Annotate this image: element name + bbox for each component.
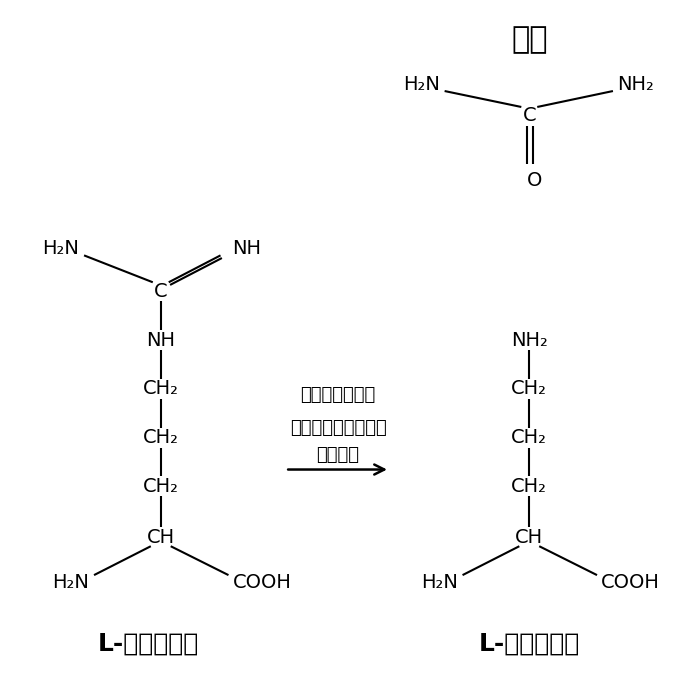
Text: H₂N: H₂N [421, 573, 458, 591]
Text: NH₂: NH₂ [617, 75, 654, 94]
Text: NH₂: NH₂ [511, 330, 548, 349]
Text: CH₂: CH₂ [143, 428, 179, 447]
Text: L-アルギニン: L-アルギニン [98, 632, 200, 656]
Text: L-オルニチン: L-オルニチン [479, 632, 580, 656]
Text: C: C [523, 106, 536, 125]
Text: COOH: COOH [601, 573, 660, 591]
Text: アルギナーゼによる: アルギナーゼによる [290, 419, 387, 437]
Text: H₂N: H₂N [52, 573, 89, 591]
Text: NH: NH [147, 330, 175, 349]
Text: COOH: COOH [232, 573, 291, 591]
Text: H₂N: H₂N [403, 75, 440, 94]
Text: CH₂: CH₂ [511, 477, 547, 496]
Text: CH₂: CH₂ [143, 379, 179, 398]
Text: CH₂: CH₂ [511, 428, 547, 447]
Text: CH₂: CH₂ [143, 477, 179, 496]
Text: NH: NH [232, 239, 262, 258]
Text: 加水分解: 加水分解 [317, 446, 359, 463]
Text: CH: CH [515, 528, 543, 547]
Text: CH₂: CH₂ [511, 379, 547, 398]
Text: C: C [154, 281, 168, 301]
Text: 肝臓の尿素回路: 肝臓の尿素回路 [300, 386, 376, 404]
Text: O: O [526, 172, 542, 190]
Text: H₂N: H₂N [42, 239, 79, 258]
Text: 尿素: 尿素 [511, 25, 547, 54]
Text: CH: CH [147, 528, 174, 547]
